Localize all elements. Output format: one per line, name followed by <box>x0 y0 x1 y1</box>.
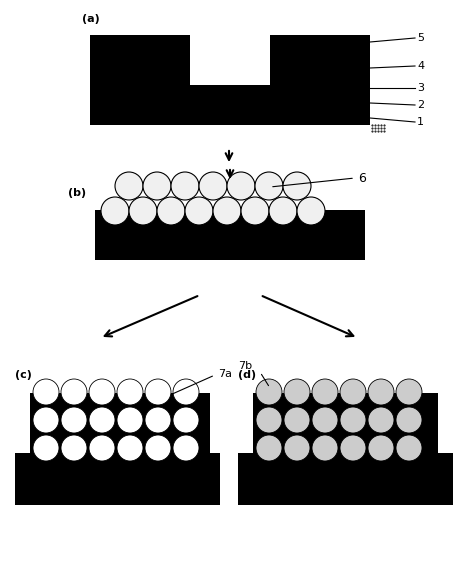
Text: (b): (b) <box>68 188 86 198</box>
Circle shape <box>61 379 87 405</box>
Text: (c): (c) <box>15 370 32 380</box>
Circle shape <box>297 197 325 225</box>
Circle shape <box>312 379 338 405</box>
Circle shape <box>396 407 422 433</box>
Circle shape <box>117 407 143 433</box>
Bar <box>90 85 370 125</box>
Circle shape <box>173 379 199 405</box>
Bar <box>270 35 370 85</box>
Circle shape <box>227 172 255 200</box>
Circle shape <box>368 379 394 405</box>
Text: 6: 6 <box>358 171 366 184</box>
Circle shape <box>256 435 282 461</box>
Bar <box>251 390 440 453</box>
Circle shape <box>145 379 171 405</box>
Circle shape <box>283 172 311 200</box>
Circle shape <box>33 435 59 461</box>
Text: 5: 5 <box>417 33 424 43</box>
Circle shape <box>368 435 394 461</box>
Text: 4: 4 <box>417 61 424 71</box>
Circle shape <box>117 435 143 461</box>
Bar <box>15 453 220 505</box>
Circle shape <box>89 407 115 433</box>
Bar <box>253 393 438 453</box>
Circle shape <box>340 407 366 433</box>
Circle shape <box>33 379 59 405</box>
Circle shape <box>396 435 422 461</box>
Circle shape <box>396 379 422 405</box>
Circle shape <box>145 435 171 461</box>
Text: 7a: 7a <box>218 369 232 379</box>
Circle shape <box>89 379 115 405</box>
Circle shape <box>145 407 171 433</box>
Circle shape <box>117 379 143 405</box>
Circle shape <box>199 172 227 200</box>
Circle shape <box>171 172 199 200</box>
Circle shape <box>129 197 157 225</box>
Circle shape <box>61 435 87 461</box>
Bar <box>238 453 453 505</box>
Circle shape <box>157 197 185 225</box>
Bar <box>90 35 190 85</box>
Circle shape <box>284 435 310 461</box>
Circle shape <box>269 197 297 225</box>
Text: 1: 1 <box>417 117 424 127</box>
Circle shape <box>312 407 338 433</box>
Bar <box>30 393 210 453</box>
Circle shape <box>256 407 282 433</box>
Circle shape <box>185 197 213 225</box>
Circle shape <box>241 197 269 225</box>
Circle shape <box>284 379 310 405</box>
Circle shape <box>143 172 171 200</box>
Circle shape <box>61 407 87 433</box>
Circle shape <box>284 407 310 433</box>
Circle shape <box>33 407 59 433</box>
Circle shape <box>89 435 115 461</box>
Circle shape <box>340 435 366 461</box>
Text: (a): (a) <box>82 14 100 24</box>
Circle shape <box>255 172 283 200</box>
Bar <box>95 210 365 260</box>
Circle shape <box>173 435 199 461</box>
Circle shape <box>213 197 241 225</box>
Circle shape <box>256 379 282 405</box>
Circle shape <box>368 407 394 433</box>
Circle shape <box>312 435 338 461</box>
Text: 3: 3 <box>417 83 424 93</box>
Text: 2: 2 <box>417 100 424 110</box>
Circle shape <box>340 379 366 405</box>
Circle shape <box>115 172 143 200</box>
Text: 7b: 7b <box>238 361 252 371</box>
Circle shape <box>101 197 129 225</box>
Circle shape <box>173 407 199 433</box>
Text: (d): (d) <box>238 370 256 380</box>
